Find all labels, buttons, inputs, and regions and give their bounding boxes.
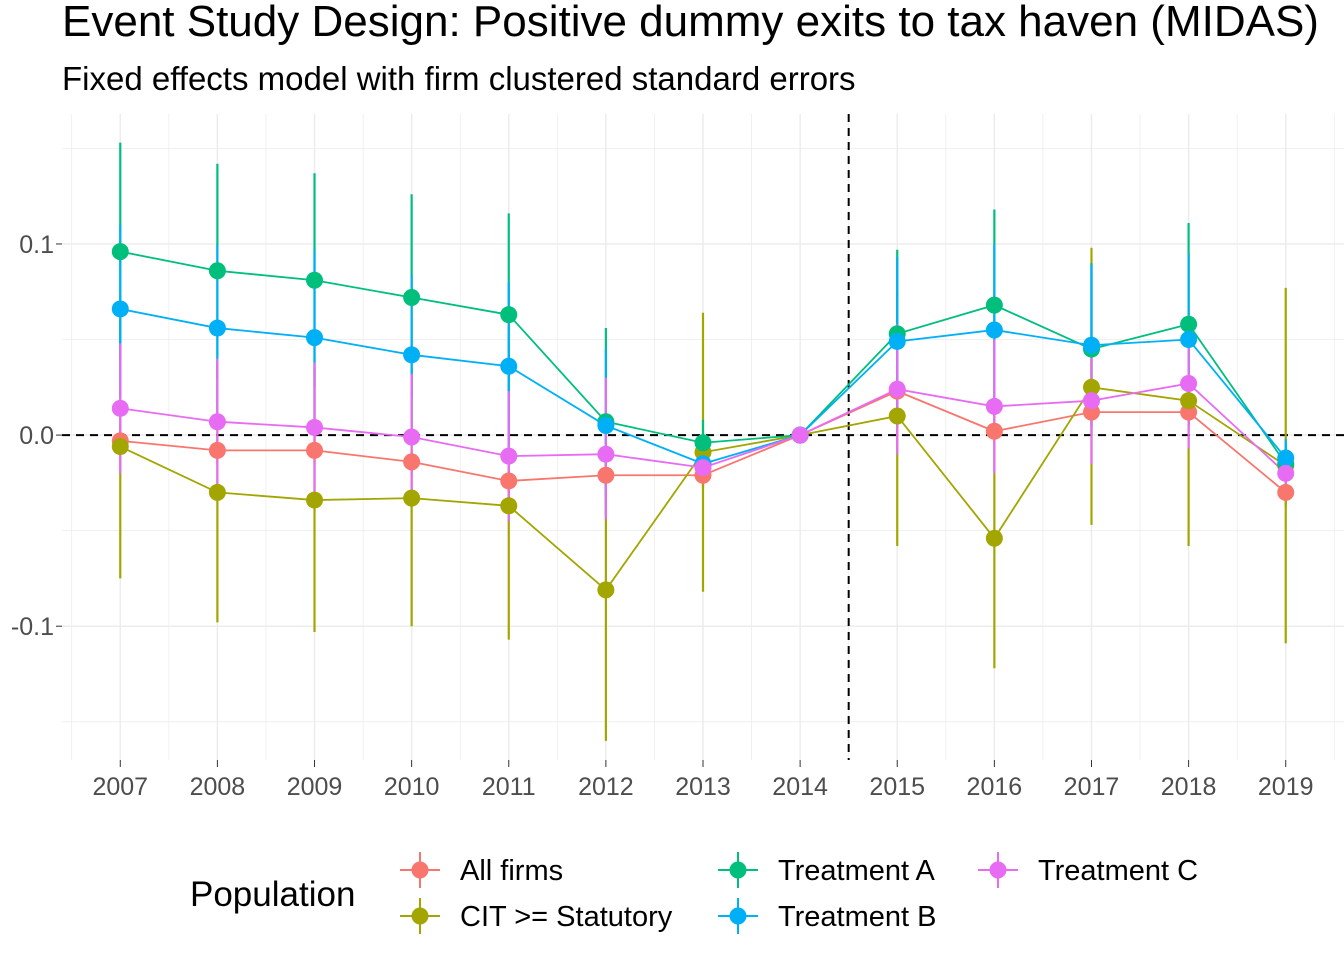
data-point-treatment-a: [111, 243, 129, 261]
data-point-treatment-c: [208, 413, 226, 431]
legend-label: Treatment A: [778, 855, 936, 887]
x-tick-label: 2018: [1161, 773, 1217, 801]
data-point-treatment-c: [888, 380, 906, 398]
x-tick-label: 2015: [869, 773, 925, 801]
legend-label: All firms: [460, 855, 563, 887]
legend-key-point: [411, 907, 429, 925]
x-tick-label: 2016: [967, 773, 1023, 801]
data-point-treatment-b: [208, 319, 226, 337]
data-point-treatment-c: [791, 426, 809, 444]
data-point-treatment-a: [985, 296, 1003, 314]
x-tick-label: 2009: [287, 773, 343, 801]
data-point-treatment-c: [306, 418, 324, 436]
x-tick-label: 2010: [384, 773, 440, 801]
legend-key: [718, 898, 758, 934]
legend-key: [400, 852, 440, 888]
data-point-treatment-c: [403, 428, 421, 446]
data-point-treatment-b: [888, 332, 906, 350]
legend-key: [978, 852, 1018, 888]
data-point-cit-statutory: [500, 497, 518, 515]
y-tick-label: 0.1: [19, 231, 54, 259]
x-tick-label: 2007: [92, 773, 148, 801]
data-point-all-firms: [403, 453, 421, 471]
legend-title: Population: [190, 875, 355, 914]
data-point-cit-statutory: [403, 489, 421, 507]
x-tick-label: 2011: [482, 773, 536, 801]
data-point-treatment-a: [500, 306, 518, 324]
data-point-treatment-b: [1180, 331, 1198, 349]
data-point-treatment-a: [403, 288, 421, 306]
data-point-treatment-b: [1082, 336, 1100, 354]
data-point-all-firms: [306, 441, 324, 459]
data-point-treatment-c: [500, 447, 518, 465]
data-point-treatment-b: [1277, 449, 1295, 467]
data-point-treatment-c: [985, 397, 1003, 415]
data-point-all-firms: [500, 472, 518, 490]
data-point-cit-statutory: [208, 483, 226, 501]
data-point-treatment-a: [306, 271, 324, 289]
data-point-cit-statutory: [1082, 378, 1100, 396]
data-point-treatment-b: [500, 357, 518, 375]
data-point-treatment-c: [597, 445, 615, 463]
data-point-treatment-c: [111, 399, 129, 417]
legend-key-point: [411, 861, 429, 879]
y-tick-label: 0.0: [19, 422, 54, 450]
data-point-treatment-a: [1180, 315, 1198, 333]
data-point-treatment-c: [1180, 374, 1198, 392]
legend-label: CIT >= Statutory: [460, 901, 673, 933]
data-point-all-firms: [985, 422, 1003, 440]
legend-key-point: [989, 861, 1007, 879]
legend-label: Treatment B: [778, 901, 936, 933]
chart-title: Event Study Design: Positive dummy exits…: [62, 0, 1319, 46]
legend-key-point: [729, 907, 747, 925]
legend-label: Treatment C: [1038, 855, 1198, 887]
legend-key: [718, 852, 758, 888]
data-point-cit-statutory: [597, 581, 615, 599]
data-point-all-firms: [208, 441, 226, 459]
legend: Population All firms CIT >= Statutory Trea…: [190, 852, 1198, 934]
data-point-cit-statutory: [111, 438, 129, 456]
x-tick-label: 2017: [1064, 773, 1120, 801]
data-point-cit-statutory: [1180, 392, 1198, 410]
data-point-treatment-c: [1082, 392, 1100, 410]
data-point-all-firms: [1277, 483, 1295, 501]
data-point-cit-statutory: [985, 529, 1003, 547]
data-point-treatment-b: [403, 346, 421, 364]
data-point-treatment-c: [1277, 464, 1295, 482]
data-point-treatment-b: [306, 329, 324, 347]
data-point-treatment-b: [985, 321, 1003, 339]
data-point-treatment-b: [597, 417, 615, 435]
data-point-cit-statutory: [888, 407, 906, 425]
x-tick-label: 2014: [772, 773, 828, 801]
x-tick-label: 2019: [1258, 773, 1314, 801]
y-tick-label: -0.1: [11, 613, 54, 641]
chart-subtitle: Fixed effects model with firm clustered …: [62, 60, 856, 97]
data-point-treatment-a: [208, 262, 226, 280]
x-tick-label: 2008: [190, 773, 246, 801]
data-point-all-firms: [597, 466, 615, 484]
x-tick-label: 2012: [578, 773, 634, 801]
x-tick-label: 2013: [675, 773, 731, 801]
legend-key: [400, 898, 440, 934]
data-point-cit-statutory: [306, 491, 324, 509]
data-point-treatment-b: [111, 300, 129, 318]
plot-panel: -0.1 0.0 0.1 2007 2008 2009 2010 2011 2012 2013 20…: [11, 114, 1344, 801]
data-point-treatment-a: [694, 434, 712, 452]
legend-key-point: [729, 861, 747, 879]
data-point-treatment-c: [694, 459, 712, 477]
